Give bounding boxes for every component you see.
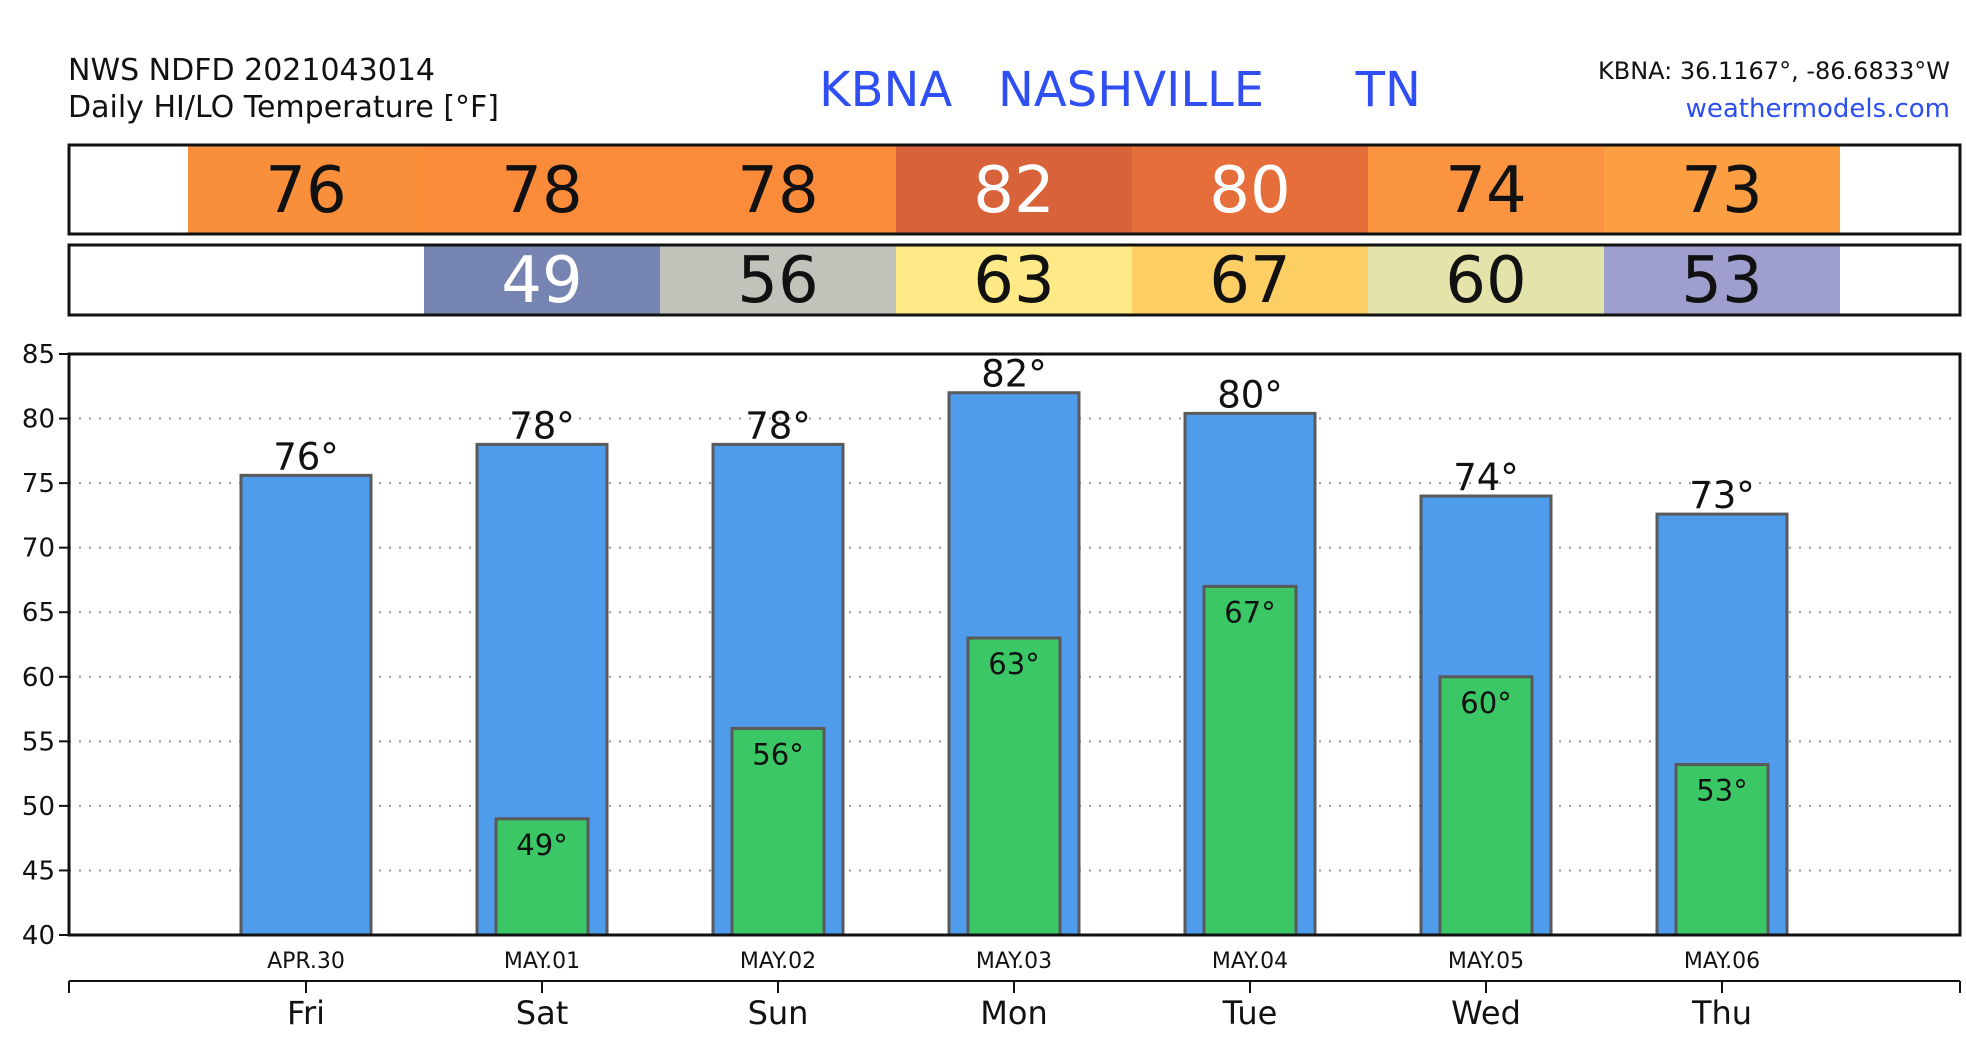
y-tick-label: 85 [22,340,55,370]
y-tick-label: 60 [22,663,55,693]
hi-bar-label: 76° [273,435,339,478]
x-date-label: APR.30 [267,949,345,974]
hi-band-cell [660,146,896,233]
y-tick-label: 55 [22,727,55,757]
hi-band-cell [1604,146,1840,233]
hi-band-frame [67,143,1962,236]
y-tick-label: 50 [22,792,55,822]
x-day-label: Wed [1451,994,1521,1032]
lo-band-value: 56 [737,244,818,318]
hi-bar-label: 78° [509,404,575,447]
lo-bar-label: 63° [988,647,1039,681]
hi-temperature-band: 76 78 78 82 80 74 73 [188,146,1840,233]
y-tick-label: 70 [22,534,55,564]
lo-temperature-band: 49 56 63 67 60 53 [424,244,1840,318]
lo-bar-label: 56° [752,737,803,771]
x-axis: APR.30 Fri MAY.01 Sat MAY.02 Sun MAY.03 Mon MAY.… [68,949,1961,1032]
plot-frame [67,352,1962,937]
lo-bar [1438,675,1534,937]
hi-band-value: 76 [265,154,346,228]
x-day-label: Mon [980,994,1047,1032]
x-date-label: MAY.02 [740,949,816,974]
hi-bar [239,473,373,937]
lo-band-cell [660,246,896,314]
lo-bar [966,636,1062,937]
x-date-label: MAY.06 [1684,949,1760,974]
station-coords: KBNA: 36.1167°, -86.6833°W [1598,57,1950,85]
lo-band-value: 63 [973,244,1054,318]
lo-band-cell [1604,246,1840,314]
y-tick-label: 75 [22,469,55,499]
hi-bar-label: 74° [1453,456,1519,499]
hi-band-cell [1132,146,1368,233]
lo-band-value: 49 [501,244,582,318]
lo-bar-label: 60° [1460,686,1511,720]
x-date-label: MAY.04 [1212,949,1288,974]
hi-band-cell [1368,146,1604,233]
station-title: KBNA NASHVILLE TN [819,62,1421,118]
lo-band-cell [896,246,1132,314]
y-tick-label: 65 [22,598,55,628]
hi-bar-label: 82° [981,353,1047,396]
y-tick-label: 80 [22,405,55,435]
hi-bar-label: 78° [745,404,811,447]
hi-band-value: 78 [737,154,818,228]
lo-bar [1202,584,1298,937]
x-day-label: Fri [287,994,325,1032]
hi-band-value: 80 [1209,154,1290,228]
x-day-label: Sat [516,994,568,1032]
lo-band-cell [1368,246,1604,314]
x-date-label: MAY.03 [976,949,1052,974]
y-tick-label: 45 [22,856,55,886]
product-line: Daily HI/LO Temperature [°F] [68,90,499,125]
lo-bar-label: 49° [516,828,567,862]
x-day-label: Thu [1691,994,1752,1032]
lo-band-value: 67 [1209,244,1290,318]
hi-bar-label: 80° [1217,373,1283,416]
hi-band-value: 82 [973,154,1054,228]
lo-band-value: 53 [1681,244,1762,318]
lo-band-cell [1132,246,1368,314]
hi-band-cell [188,146,424,233]
hi-band-cell [896,146,1132,233]
y-tick-label: 40 [22,921,55,951]
x-date-label: MAY.05 [1448,949,1524,974]
lo-band-value: 60 [1445,244,1526,318]
hi-band-value: 73 [1681,154,1762,228]
lo-band-cell [424,246,660,314]
lo-bar [730,726,826,937]
hi-bar-label: 73° [1689,474,1755,517]
site-credit: weathermodels.com [1686,94,1950,124]
lo-bar-label: 67° [1224,595,1275,629]
hi-band-value: 78 [501,154,582,228]
x-date-label: MAY.01 [504,949,580,974]
bar-series: 76° 78° 49° 78° 56° 82° 63° 80° 67° 74° 60° 73° 53° [239,353,1789,937]
x-day-label: Tue [1222,994,1278,1032]
lo-band-frame [67,243,1962,317]
y-axis: 40 45 50 55 60 65 70 75 80 85 [22,340,69,951]
hi-band-value: 74 [1445,154,1526,228]
source-line: NWS NDFD 2021043014 [68,53,435,88]
hi-band-cell [424,146,660,233]
lo-bar-label: 53° [1696,774,1747,808]
x-day-label: Sun [748,994,809,1032]
